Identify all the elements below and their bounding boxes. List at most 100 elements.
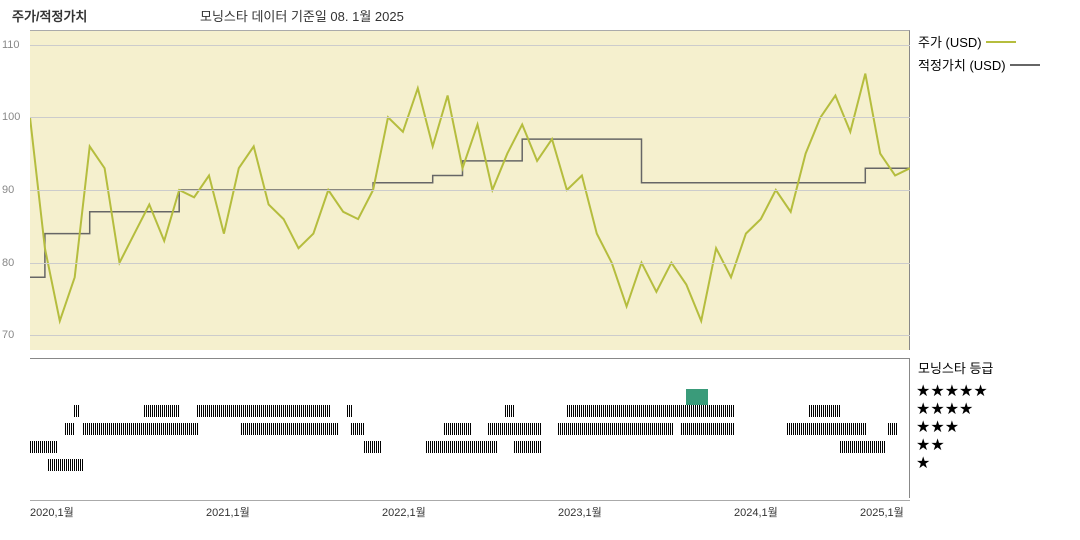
rating-tick — [721, 405, 722, 417]
rating-tick — [72, 459, 73, 471]
rating-tick — [466, 423, 467, 435]
rating-tick — [161, 423, 162, 435]
rating-tick — [117, 423, 118, 435]
rating-tick — [536, 441, 537, 453]
rating-tick — [892, 423, 893, 435]
rating-tick — [560, 423, 561, 435]
rating-tick — [144, 405, 145, 417]
rating-tick — [277, 423, 278, 435]
rating-tick — [167, 423, 168, 435]
rating-tick — [458, 423, 459, 435]
rating-tick — [731, 423, 732, 435]
rating-tick — [882, 441, 883, 453]
rating-tick — [819, 405, 820, 417]
y-tick-label: 70 — [2, 329, 14, 341]
rating-tick — [575, 405, 576, 417]
legend: 주가 (USD) 적정가치 (USD) — [918, 32, 1040, 78]
rating-tick — [349, 405, 350, 417]
rating-tick — [831, 423, 832, 435]
rating-tick — [797, 423, 798, 435]
rating-tick — [827, 405, 828, 417]
rating-tick — [454, 423, 455, 435]
rating-tick — [536, 423, 537, 435]
rating-tick — [305, 405, 306, 417]
rating-tick — [229, 405, 230, 417]
rating-tick — [856, 441, 857, 453]
rating-tick — [153, 423, 154, 435]
rating-tick — [870, 441, 871, 453]
rating-stars-row: ★ — [912, 455, 1072, 473]
rating-tick — [183, 423, 184, 435]
rating-tick — [665, 405, 666, 417]
rating-tick — [685, 405, 686, 417]
rating-tick — [613, 405, 614, 417]
rating-tick — [874, 441, 875, 453]
rating-tick — [103, 423, 104, 435]
rating-tick — [864, 441, 865, 453]
rating-tick — [711, 423, 712, 435]
rating-tick — [187, 423, 188, 435]
rating-tick — [599, 405, 600, 417]
rating-tick — [225, 405, 226, 417]
rating-tick — [199, 405, 200, 417]
rating-tick — [83, 423, 84, 435]
rating-tick — [456, 423, 457, 435]
rating-tick — [697, 423, 698, 435]
rating-tick — [890, 423, 891, 435]
rating-tick — [201, 405, 202, 417]
rating-tick — [842, 441, 843, 453]
rating-tick — [644, 423, 645, 435]
rating-tick — [631, 405, 632, 417]
rating-tick — [159, 423, 160, 435]
rating-tick — [442, 441, 443, 453]
rating-tick — [456, 441, 457, 453]
rating-tick — [54, 441, 55, 453]
rating-tick — [119, 423, 120, 435]
rating-tick — [709, 405, 710, 417]
rating-tick — [685, 423, 686, 435]
rating-tick — [80, 459, 81, 471]
rating-tick — [168, 405, 169, 417]
rating-tick — [93, 423, 94, 435]
rating-tick — [162, 405, 163, 417]
rating-tick — [723, 423, 724, 435]
rating-tick — [60, 459, 61, 471]
rating-tick — [791, 423, 792, 435]
rating-tick — [695, 423, 696, 435]
rating-tick — [460, 441, 461, 453]
rating-tick — [145, 423, 146, 435]
rating-tick — [872, 441, 873, 453]
rating-tick — [245, 405, 246, 417]
rating-tick — [618, 423, 619, 435]
rating-tick — [189, 423, 190, 435]
rating-tick — [289, 405, 290, 417]
rating-tick — [507, 405, 508, 417]
rating-tick — [823, 423, 824, 435]
rating-tick — [219, 405, 220, 417]
rating-tick — [524, 423, 525, 435]
rating-tick — [731, 405, 732, 417]
rating-tick — [169, 423, 170, 435]
rating-tick — [594, 423, 595, 435]
rating-tick — [538, 423, 539, 435]
rating-tick — [76, 405, 77, 417]
rating-tick — [279, 423, 280, 435]
rating-tick — [91, 423, 92, 435]
rating-tick — [315, 405, 316, 417]
rating-tick — [95, 423, 96, 435]
rating-tick — [30, 441, 31, 453]
rating-tick — [839, 423, 840, 435]
rating-tick — [574, 423, 575, 435]
rating-tick — [514, 441, 515, 453]
rating-tick — [801, 423, 802, 435]
rating-tick — [249, 423, 250, 435]
rating-tick — [440, 441, 441, 453]
subtitle: 모닝스타 데이터 기준일 08. 1월 2025 — [200, 6, 404, 25]
rating-tick — [195, 423, 196, 435]
rating-tick — [601, 405, 602, 417]
rating-tick — [432, 441, 433, 453]
rating-tick — [725, 423, 726, 435]
rating-tick — [311, 405, 312, 417]
rating-tick — [121, 423, 122, 435]
rating-tick — [141, 423, 142, 435]
